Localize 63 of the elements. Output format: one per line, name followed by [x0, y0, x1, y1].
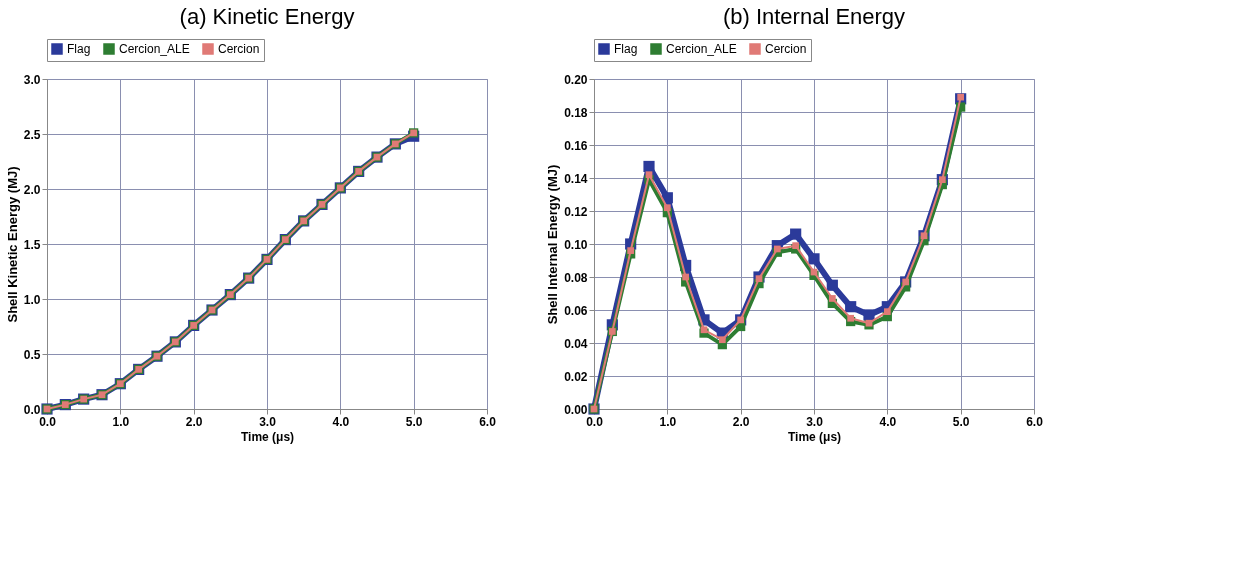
x-tick-label: 4.0	[879, 414, 897, 429]
point	[845, 301, 857, 313]
x-tick-label: 1.0	[659, 414, 677, 429]
x-tick-label: 2.0	[185, 414, 203, 429]
x-tick-label: 0.0	[586, 414, 604, 429]
y-tick-label: 0.10	[564, 237, 588, 252]
point	[957, 93, 965, 101]
y-tick-label: 0.12	[564, 204, 588, 219]
legend-label: Flag	[614, 42, 638, 56]
point	[755, 275, 763, 282]
legend-label: Cercion	[765, 42, 807, 56]
x-tick-label: 5.0	[952, 414, 970, 429]
y-tick-label: 0.04	[564, 336, 588, 351]
y-axis-title: Shell Internal Energy (MJ)	[545, 164, 561, 325]
y-tick-label: 0.02	[564, 369, 588, 384]
x-tick-label: 0.0	[39, 414, 57, 429]
chart-title: (a) Kinetic Energy	[179, 3, 355, 29]
legend-label: Cercion	[218, 42, 260, 56]
y-tick-label: 2.5	[23, 127, 41, 142]
point	[847, 314, 855, 322]
x-tick-label: 1.0	[112, 414, 130, 429]
legend-label: Cercion_ALE	[119, 42, 190, 56]
x-tick-label: 4.0	[332, 414, 350, 429]
point	[883, 308, 891, 315]
x-tick-label: 6.0	[1026, 414, 1044, 429]
y-tick-label: 3.0	[23, 72, 41, 87]
legend-label: Flag	[67, 42, 91, 56]
y-tick-label: 0.00	[564, 402, 588, 417]
x-tick-label: 5.0	[405, 414, 423, 429]
point	[627, 247, 635, 254]
legend-label: Cercion_ALE	[666, 42, 737, 56]
point	[643, 160, 655, 173]
y-tick-label: 0.06	[564, 303, 588, 318]
y-tick-label: 0.0	[23, 402, 41, 417]
y-tick-label: 0.08	[564, 270, 588, 285]
chart-title: (b) Internal Energy	[722, 3, 906, 29]
point	[645, 171, 653, 179]
x-tick-label: 3.0	[259, 414, 277, 429]
x-tick-label: 2.0	[732, 414, 750, 429]
x-axis-title: Time (μs)	[787, 429, 842, 444]
point	[718, 336, 726, 344]
x-axis-title: Time (μs)	[240, 429, 295, 444]
point	[826, 279, 838, 291]
y-tick-label: 0.14	[564, 171, 588, 186]
y-tick-label: 0.18	[564, 105, 588, 120]
y-tick-label: 0.16	[564, 138, 588, 153]
y-tick-label: 0.5	[23, 347, 41, 362]
x-tick-label: 3.0	[806, 414, 824, 429]
y-tick-label: 2.0	[23, 182, 41, 197]
point	[700, 326, 708, 334]
point	[773, 245, 781, 253]
y-tick-label: 1.5	[23, 237, 41, 252]
x-tick-label: 6.0	[479, 414, 497, 429]
point	[808, 253, 820, 265]
y-axis-title: Shell Kinetic Energy (MJ)	[4, 166, 20, 323]
y-tick-label: 0.20	[564, 72, 588, 87]
point	[863, 309, 875, 321]
point	[790, 228, 802, 240]
point	[663, 204, 671, 212]
point	[792, 242, 800, 249]
y-tick-label: 1.0	[23, 292, 41, 307]
point	[682, 273, 690, 281]
point	[828, 295, 836, 302]
